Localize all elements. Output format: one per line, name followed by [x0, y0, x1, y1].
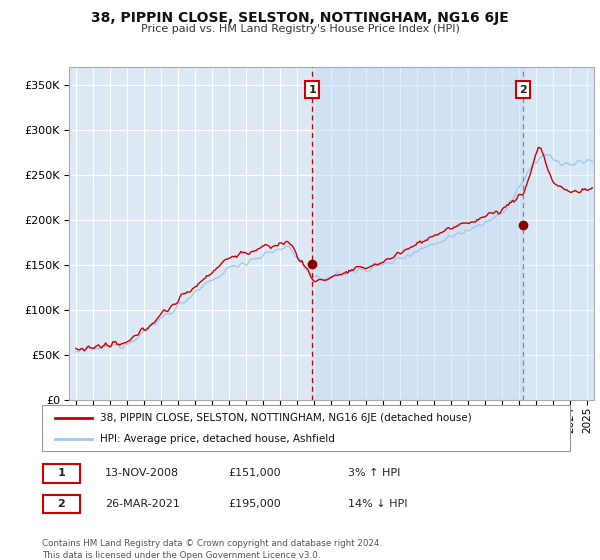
Bar	[523, 67, 594, 400]
Text: 2: 2	[58, 499, 65, 509]
Text: 1: 1	[308, 85, 316, 95]
Text: 14% ↓ HPI: 14% ↓ HPI	[348, 499, 407, 509]
Text: 26-MAR-2021: 26-MAR-2021	[105, 499, 180, 509]
Text: £195,000: £195,000	[228, 499, 281, 509]
Text: Price paid vs. HM Land Registry's House Price Index (HPI): Price paid vs. HM Land Registry's House …	[140, 24, 460, 34]
FancyBboxPatch shape	[42, 405, 570, 451]
Bar	[312, 67, 523, 400]
Text: 13-NOV-2008: 13-NOV-2008	[105, 468, 179, 478]
FancyBboxPatch shape	[43, 464, 80, 483]
Text: 1: 1	[58, 468, 65, 478]
Text: Contains HM Land Registry data © Crown copyright and database right 2024.
This d: Contains HM Land Registry data © Crown c…	[42, 539, 382, 559]
Text: 38, PIPPIN CLOSE, SELSTON, NOTTINGHAM, NG16 6JE (detached house): 38, PIPPIN CLOSE, SELSTON, NOTTINGHAM, N…	[100, 413, 472, 423]
FancyBboxPatch shape	[43, 494, 80, 514]
Text: HPI: Average price, detached house, Ashfield: HPI: Average price, detached house, Ashf…	[100, 434, 335, 444]
Text: 3% ↑ HPI: 3% ↑ HPI	[348, 468, 400, 478]
Text: 38, PIPPIN CLOSE, SELSTON, NOTTINGHAM, NG16 6JE: 38, PIPPIN CLOSE, SELSTON, NOTTINGHAM, N…	[91, 11, 509, 25]
Text: 2: 2	[519, 85, 527, 95]
Text: £151,000: £151,000	[228, 468, 281, 478]
